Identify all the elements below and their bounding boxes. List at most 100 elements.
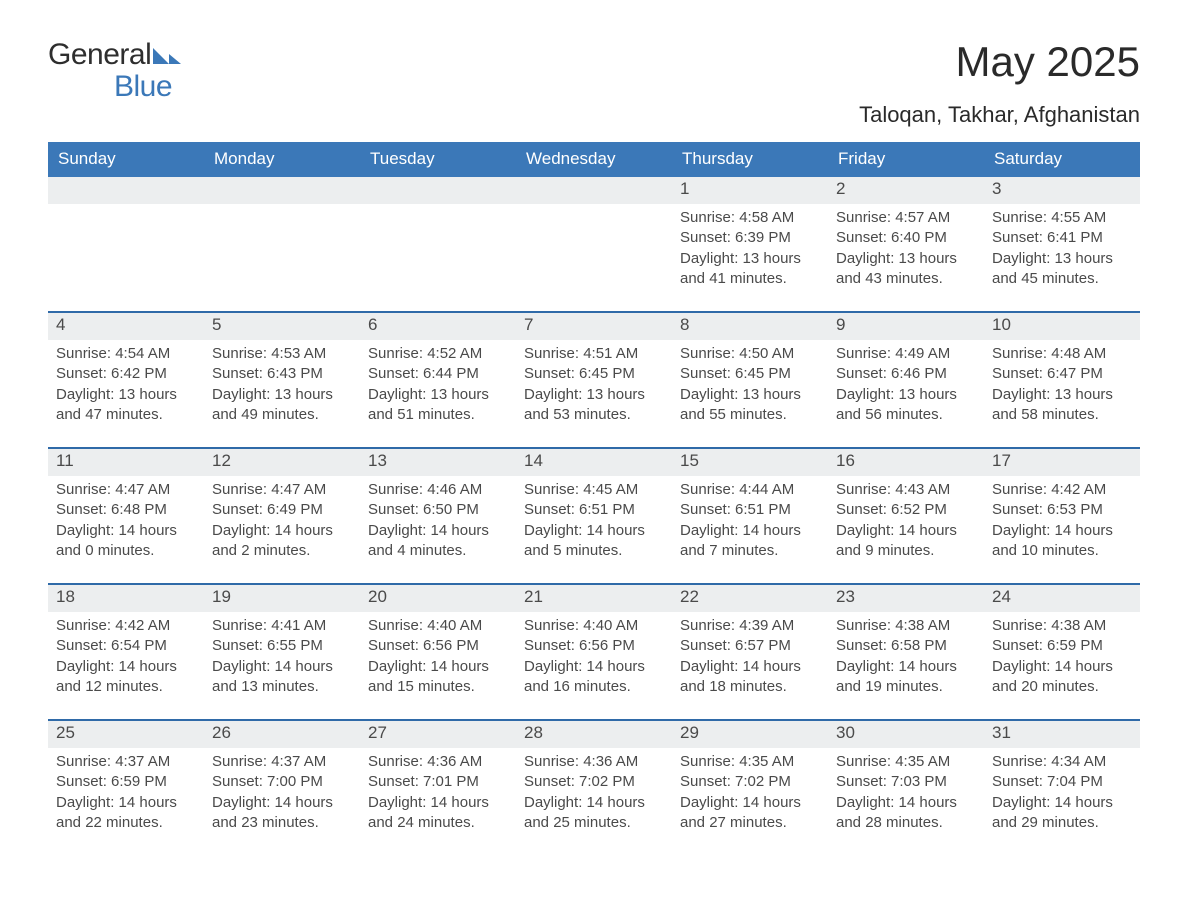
sunset-line: Sunset: 6:54 PM	[56, 636, 196, 656]
day-details: Sunrise: 4:35 AMSunset: 7:02 PMDaylight:…	[672, 748, 828, 833]
brand-logo: General Blue	[48, 40, 185, 102]
daylight-line-2: and 0 minutes.	[56, 541, 196, 561]
day-details: Sunrise: 4:47 AMSunset: 6:48 PMDaylight:…	[48, 476, 204, 561]
daylight-line-1: Daylight: 13 hours	[992, 385, 1132, 405]
calendar-day: 24Sunrise: 4:38 AMSunset: 6:59 PMDayligh…	[984, 585, 1140, 697]
daylight-line-2: and 58 minutes.	[992, 405, 1132, 425]
sunrise-line: Sunrise: 4:35 AM	[836, 752, 976, 772]
calendar-day: 22Sunrise: 4:39 AMSunset: 6:57 PMDayligh…	[672, 585, 828, 697]
sunrise-line: Sunrise: 4:50 AM	[680, 344, 820, 364]
day-details: Sunrise: 4:35 AMSunset: 7:03 PMDaylight:…	[828, 748, 984, 833]
calendar-grid: SundayMondayTuesdayWednesdayThursdayFrid…	[48, 142, 1140, 833]
daylight-line-2: and 25 minutes.	[524, 813, 664, 833]
calendar-week: 18Sunrise: 4:42 AMSunset: 6:54 PMDayligh…	[48, 583, 1140, 697]
calendar-day	[204, 177, 360, 289]
day-details: Sunrise: 4:58 AMSunset: 6:39 PMDaylight:…	[672, 204, 828, 289]
sunrise-line: Sunrise: 4:53 AM	[212, 344, 352, 364]
daylight-line-2: and 10 minutes.	[992, 541, 1132, 561]
daylight-line-2: and 41 minutes.	[680, 269, 820, 289]
sunset-line: Sunset: 6:55 PM	[212, 636, 352, 656]
day-of-week-cell: Thursday	[672, 142, 828, 177]
day-details: Sunrise: 4:52 AMSunset: 6:44 PMDaylight:…	[360, 340, 516, 425]
sunset-line: Sunset: 6:45 PM	[680, 364, 820, 384]
day-details: Sunrise: 4:42 AMSunset: 6:54 PMDaylight:…	[48, 612, 204, 697]
sunrise-line: Sunrise: 4:58 AM	[680, 208, 820, 228]
daylight-line-1: Daylight: 14 hours	[680, 657, 820, 677]
daylight-line-2: and 15 minutes.	[368, 677, 508, 697]
sunset-line: Sunset: 7:02 PM	[680, 772, 820, 792]
day-of-week-cell: Friday	[828, 142, 984, 177]
day-number: 23	[828, 585, 984, 612]
daylight-line-1: Daylight: 13 hours	[680, 385, 820, 405]
day-details	[48, 204, 204, 208]
daylight-line-2: and 2 minutes.	[212, 541, 352, 561]
calendar-day: 21Sunrise: 4:40 AMSunset: 6:56 PMDayligh…	[516, 585, 672, 697]
day-details: Sunrise: 4:34 AMSunset: 7:04 PMDaylight:…	[984, 748, 1140, 833]
daylight-line-1: Daylight: 13 hours	[368, 385, 508, 405]
sunset-line: Sunset: 7:02 PM	[524, 772, 664, 792]
calendar-day: 11Sunrise: 4:47 AMSunset: 6:48 PMDayligh…	[48, 449, 204, 561]
calendar-day: 18Sunrise: 4:42 AMSunset: 6:54 PMDayligh…	[48, 585, 204, 697]
sunrise-line: Sunrise: 4:41 AM	[212, 616, 352, 636]
sunrise-line: Sunrise: 4:38 AM	[992, 616, 1132, 636]
daylight-line-2: and 51 minutes.	[368, 405, 508, 425]
daylight-line-2: and 22 minutes.	[56, 813, 196, 833]
day-details: Sunrise: 4:40 AMSunset: 6:56 PMDaylight:…	[360, 612, 516, 697]
sunrise-line: Sunrise: 4:42 AM	[56, 616, 196, 636]
day-number: 24	[984, 585, 1140, 612]
sunrise-line: Sunrise: 4:34 AM	[992, 752, 1132, 772]
day-details: Sunrise: 4:50 AMSunset: 6:45 PMDaylight:…	[672, 340, 828, 425]
day-details: Sunrise: 4:55 AMSunset: 6:41 PMDaylight:…	[984, 204, 1140, 289]
sunset-line: Sunset: 7:04 PM	[992, 772, 1132, 792]
daylight-line-2: and 23 minutes.	[212, 813, 352, 833]
daylight-line-2: and 29 minutes.	[992, 813, 1132, 833]
day-number: 5	[204, 313, 360, 340]
sunrise-line: Sunrise: 4:45 AM	[524, 480, 664, 500]
day-number: 28	[516, 721, 672, 748]
day-details: Sunrise: 4:54 AMSunset: 6:42 PMDaylight:…	[48, 340, 204, 425]
daylight-line-1: Daylight: 14 hours	[212, 657, 352, 677]
calendar-day: 9Sunrise: 4:49 AMSunset: 6:46 PMDaylight…	[828, 313, 984, 425]
sunrise-line: Sunrise: 4:43 AM	[836, 480, 976, 500]
daylight-line-2: and 19 minutes.	[836, 677, 976, 697]
day-details: Sunrise: 4:47 AMSunset: 6:49 PMDaylight:…	[204, 476, 360, 561]
daylight-line-2: and 27 minutes.	[680, 813, 820, 833]
daylight-line-2: and 20 minutes.	[992, 677, 1132, 697]
daylight-line-2: and 45 minutes.	[992, 269, 1132, 289]
daylight-line-2: and 43 minutes.	[836, 269, 976, 289]
day-number: 4	[48, 313, 204, 340]
day-details: Sunrise: 4:46 AMSunset: 6:50 PMDaylight:…	[360, 476, 516, 561]
day-details: Sunrise: 4:49 AMSunset: 6:46 PMDaylight:…	[828, 340, 984, 425]
day-of-week-cell: Sunday	[48, 142, 204, 177]
daylight-line-1: Daylight: 14 hours	[992, 793, 1132, 813]
daylight-line-1: Daylight: 14 hours	[368, 793, 508, 813]
day-details: Sunrise: 4:53 AMSunset: 6:43 PMDaylight:…	[204, 340, 360, 425]
day-details: Sunrise: 4:36 AMSunset: 7:01 PMDaylight:…	[360, 748, 516, 833]
day-details: Sunrise: 4:44 AMSunset: 6:51 PMDaylight:…	[672, 476, 828, 561]
sunrise-line: Sunrise: 4:47 AM	[212, 480, 352, 500]
day-details: Sunrise: 4:38 AMSunset: 6:59 PMDaylight:…	[984, 612, 1140, 697]
sunrise-line: Sunrise: 4:44 AM	[680, 480, 820, 500]
sunset-line: Sunset: 6:51 PM	[524, 500, 664, 520]
daylight-line-1: Daylight: 14 hours	[56, 657, 196, 677]
sunrise-line: Sunrise: 4:36 AM	[524, 752, 664, 772]
daylight-line-1: Daylight: 14 hours	[680, 521, 820, 541]
day-number: 18	[48, 585, 204, 612]
calendar-week: 1Sunrise: 4:58 AMSunset: 6:39 PMDaylight…	[48, 177, 1140, 289]
day-number: 25	[48, 721, 204, 748]
calendar-week: 11Sunrise: 4:47 AMSunset: 6:48 PMDayligh…	[48, 447, 1140, 561]
day-number: 31	[984, 721, 1140, 748]
daylight-line-2: and 16 minutes.	[524, 677, 664, 697]
daylight-line-1: Daylight: 13 hours	[212, 385, 352, 405]
sunset-line: Sunset: 6:43 PM	[212, 364, 352, 384]
calendar-day: 8Sunrise: 4:50 AMSunset: 6:45 PMDaylight…	[672, 313, 828, 425]
sunrise-line: Sunrise: 4:40 AM	[368, 616, 508, 636]
sunset-line: Sunset: 6:45 PM	[524, 364, 664, 384]
sunset-line: Sunset: 6:57 PM	[680, 636, 820, 656]
day-number: 10	[984, 313, 1140, 340]
day-of-week-cell: Wednesday	[516, 142, 672, 177]
day-details: Sunrise: 4:51 AMSunset: 6:45 PMDaylight:…	[516, 340, 672, 425]
calendar-day: 1Sunrise: 4:58 AMSunset: 6:39 PMDaylight…	[672, 177, 828, 289]
day-number	[360, 177, 516, 204]
daylight-line-1: Daylight: 14 hours	[524, 657, 664, 677]
